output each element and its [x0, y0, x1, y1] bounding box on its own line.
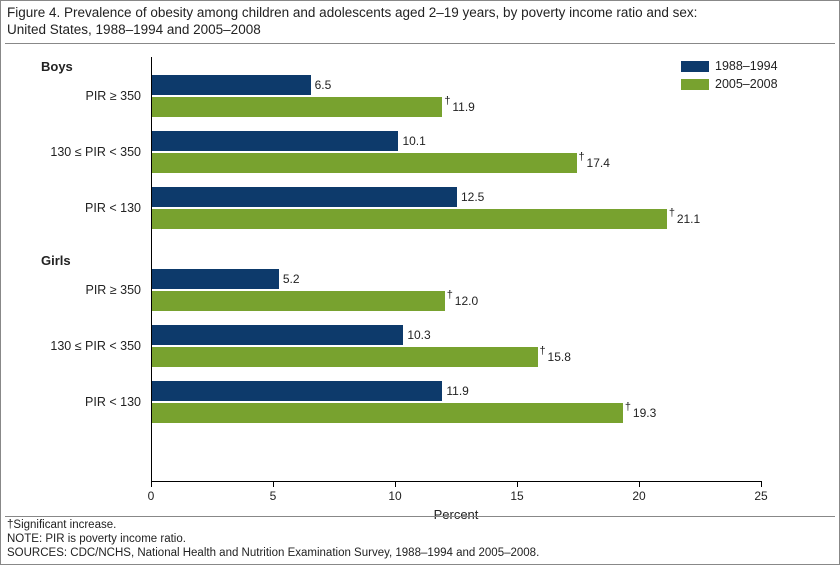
bar-value-label: 11.9: [452, 100, 474, 114]
bar-value-label: 19.3: [633, 406, 656, 420]
bar: [152, 131, 398, 151]
bar: [152, 325, 403, 345]
significance-dagger-icon: †: [447, 289, 453, 301]
bar-value-label: 17.4: [587, 156, 610, 170]
category-label: PIR < 130: [1, 201, 141, 215]
bar: [152, 187, 457, 207]
x-tick: [151, 481, 152, 487]
title-divider: [5, 43, 835, 44]
figure-title-line1: Figure 4. Prevalence of obesity among ch…: [7, 5, 697, 20]
bar: [152, 75, 311, 95]
x-tick: [639, 481, 640, 487]
bar: [152, 403, 623, 423]
x-tick-label: 25: [754, 489, 767, 503]
bar: [152, 291, 445, 311]
significance-dagger-icon: †: [540, 345, 546, 357]
category-label: 130 ≤ PIR < 350: [1, 339, 141, 353]
category-label: 130 ≤ PIR < 350: [1, 145, 141, 159]
bar-value-label: 11.9: [446, 384, 468, 398]
footnote-dagger: †Significant increase.: [7, 519, 116, 531]
legend-swatch: [681, 61, 709, 72]
significance-dagger-icon: †: [444, 95, 450, 107]
x-tick-label: 5: [270, 489, 277, 503]
x-tick-label: 15: [510, 489, 523, 503]
significance-dagger-icon: †: [579, 151, 585, 163]
bar-value-label: 10.3: [407, 328, 430, 342]
footnote-note: NOTE: PIR is poverty income ratio.: [7, 533, 186, 545]
bar-value-label: 6.5: [315, 78, 332, 92]
x-tick: [517, 481, 518, 487]
bar: [152, 347, 538, 367]
x-axis-label: Percent: [434, 507, 479, 522]
footnote-divider: [5, 516, 835, 517]
x-tick: [395, 481, 396, 487]
bar: [152, 269, 279, 289]
category-label: PIR ≥ 350: [1, 89, 141, 103]
group-label: Girls: [41, 253, 71, 268]
figure-container: Figure 4. Prevalence of obesity among ch…: [0, 0, 840, 565]
bar-value-label: 12.0: [455, 294, 478, 308]
legend-label: 1988–1994: [715, 59, 778, 73]
x-tick-label: 0: [148, 489, 155, 503]
significance-dagger-icon: †: [669, 207, 675, 219]
legend-swatch: [681, 79, 709, 90]
x-tick-label: 10: [388, 489, 401, 503]
category-label: PIR < 130: [1, 395, 141, 409]
x-axis: [151, 481, 761, 482]
bar: [152, 209, 667, 229]
legend-label: 2005–2008: [715, 77, 778, 91]
bar: [152, 97, 442, 117]
bar: [152, 153, 577, 173]
figure-title-line2: United States, 1988–1994 and 2005–2008: [7, 22, 261, 37]
bar-value-label: 12.5: [461, 190, 484, 204]
footnote-sources: SOURCES: CDC/NCHS, National Health and N…: [7, 547, 539, 559]
category-label: PIR ≥ 350: [1, 283, 141, 297]
bar: [152, 381, 442, 401]
group-label: Boys: [41, 59, 73, 74]
x-tick-label: 20: [632, 489, 645, 503]
bar-value-label: 10.1: [402, 134, 425, 148]
x-tick: [273, 481, 274, 487]
bar-value-label: 5.2: [283, 272, 300, 286]
bar-value-label: 15.8: [548, 350, 571, 364]
bar-value-label: 21.1: [677, 212, 700, 226]
figure-title: Figure 4. Prevalence of obesity among ch…: [7, 5, 833, 39]
x-tick: [761, 481, 762, 487]
significance-dagger-icon: †: [625, 401, 631, 413]
